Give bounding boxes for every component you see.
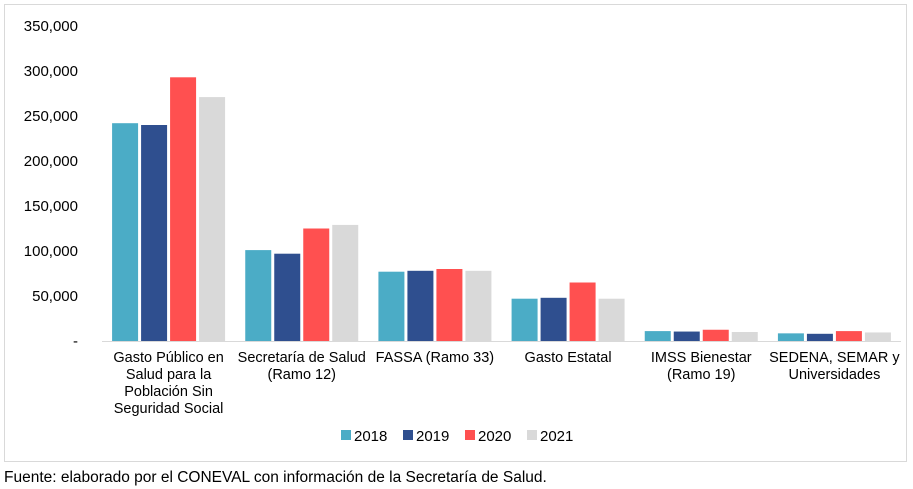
y-tick-label: 250,000 xyxy=(24,108,78,125)
bar-2018 xyxy=(644,331,671,341)
bar-2019 xyxy=(806,333,833,341)
legend-swatch-2020 xyxy=(465,430,475,440)
bar-2018 xyxy=(378,271,405,341)
bar-2018 xyxy=(112,123,139,341)
x-category-label: Gasto Público en Salud para la Población S… xyxy=(113,350,223,417)
y-tick-label: 50,000 xyxy=(32,288,78,305)
legend-swatch-2021 xyxy=(527,430,537,440)
y-tick-label: 200,000 xyxy=(24,153,78,170)
bar-2021 xyxy=(332,224,359,341)
bar-2020 xyxy=(702,329,729,341)
y-tick-label: 300,000 xyxy=(24,63,78,80)
bar-2018 xyxy=(511,298,538,341)
source-note: Fuente: elaborado por el CONEVAL con inf… xyxy=(4,469,547,486)
bar-2019 xyxy=(407,270,434,341)
bar-2020 xyxy=(835,331,862,341)
bar-2021 xyxy=(864,332,891,341)
legend-label-2018: 2018 xyxy=(354,428,387,445)
legend-swatch-2019 xyxy=(403,430,413,440)
bar-2021 xyxy=(199,97,226,341)
chart-frame: - 50,000 100,000 150,000 200,000 250,000 300,0… xyxy=(4,4,907,462)
x-category-label: Secretaría de Salud (Ramo 12) xyxy=(238,350,366,383)
x-category-label: Gasto Estatal xyxy=(525,350,612,366)
bar-chart: - 50,000 100,000 150,000 200,000 250,000 300,0… xyxy=(24,18,901,445)
bar-2018 xyxy=(245,250,272,341)
x-category-label: SEDENA, SEMAR y Universidades xyxy=(769,350,900,383)
bar-2020 xyxy=(303,228,330,341)
y-tick-label: 100,000 xyxy=(24,243,78,260)
bar-2021 xyxy=(465,270,492,341)
bar-2019 xyxy=(673,331,700,341)
bar-2020 xyxy=(436,269,463,341)
bar-2019 xyxy=(274,253,301,341)
bar-2019 xyxy=(141,125,168,341)
bar-2020 xyxy=(569,282,596,341)
legend-swatch-2018 xyxy=(341,430,351,440)
bar-2021 xyxy=(731,332,758,341)
legend-label-2021: 2021 xyxy=(540,428,573,445)
bar-2019 xyxy=(540,297,567,341)
y-tick-label: 350,000 xyxy=(24,18,78,35)
bar-2021 xyxy=(598,298,625,341)
x-category-label: FASSA (Ramo 33) xyxy=(376,350,494,366)
y-tick-label: 150,000 xyxy=(24,198,78,215)
x-category-label: IMSS Bienestar (Ramo 19) xyxy=(651,350,752,383)
y-tick-label: - xyxy=(73,333,78,350)
legend-label-2019: 2019 xyxy=(416,428,449,445)
legend-label-2020: 2020 xyxy=(478,428,511,445)
bar-2020 xyxy=(170,77,197,342)
bar-2018 xyxy=(777,333,804,341)
